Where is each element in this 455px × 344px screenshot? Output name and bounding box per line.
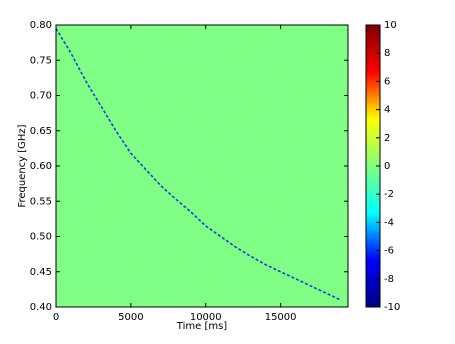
colorbar-tick-label: -8 [384, 274, 394, 285]
colorbar-tick-label: -4 [384, 217, 394, 228]
colorbar-tick-label: 0 [384, 161, 390, 172]
colorbar-tick-label: 2 [384, 133, 390, 144]
colorbar-tick-label: 8 [384, 48, 390, 59]
y-tick-label: 0.40 [30, 302, 52, 313]
colorbar-tick-label: 6 [384, 76, 390, 87]
x-tick-label: 10000 [190, 312, 222, 323]
colorbar-tick-label: -10 [384, 302, 400, 313]
x-axis-label: Time [ms] [176, 321, 228, 332]
colorbar-tick-label: 4 [384, 105, 390, 116]
heatmap-noise [56, 25, 348, 307]
y-tick-label: 0.75 [30, 55, 52, 66]
colorbar-tick-label: 10 [384, 20, 397, 31]
chirp-line [55, 28, 341, 301]
y-tick-label: 0.70 [30, 91, 52, 102]
y-tick-label: 0.45 [30, 267, 52, 278]
x-tick-label: 15000 [265, 312, 297, 323]
y-tick-label: 0.50 [30, 232, 52, 243]
y-tick-label: 0.65 [30, 126, 52, 137]
y-tick-label: 0.60 [30, 161, 52, 172]
y-tick-label: 0.55 [30, 196, 52, 207]
x-tick-label: 5000 [118, 312, 143, 323]
colorbar-tick-label: -6 [384, 246, 394, 257]
colorbar-tick-label: -2 [384, 189, 394, 200]
x-tick-label: 0 [53, 312, 59, 323]
y-axis-label: Frequency [GHz] [17, 124, 28, 207]
y-tick-label: 0.80 [30, 20, 52, 31]
